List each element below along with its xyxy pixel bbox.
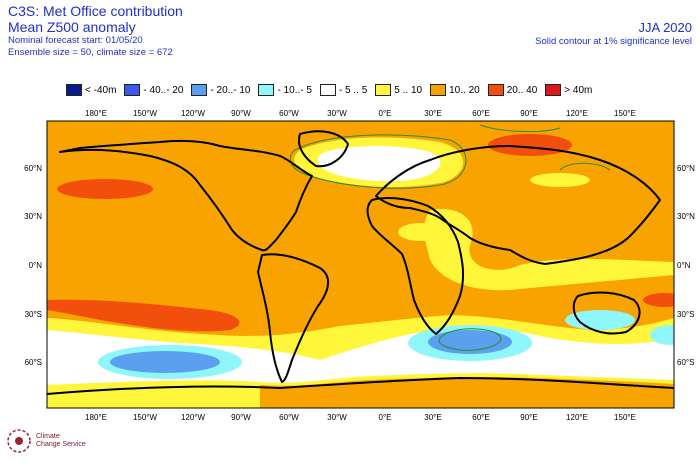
lat-label-right: 60°N — [677, 164, 695, 173]
anomaly-atlantic-white — [317, 146, 441, 182]
color-legend: < -40m - 40..- 20 - 20..- 10 - 10..- 5 -… — [66, 83, 592, 97]
legend-item-0: < -40m — [66, 84, 116, 96]
header-left: C3S: Met Office contribution Mean Z500 a… — [8, 3, 183, 59]
lon-label-top: 120°E — [566, 109, 588, 118]
anomaly-north-pacific-red — [57, 179, 153, 199]
legend-item-5: 5 .. 10 — [375, 84, 422, 96]
anomaly-tropical-yellow — [424, 209, 674, 291]
map-field — [47, 121, 674, 408]
lon-label-top: 30°E — [424, 109, 441, 118]
lon-label-bottom: 120°E — [566, 413, 588, 422]
legend-item-8: > 40m — [545, 84, 592, 96]
significance-contours — [289, 124, 611, 351]
lon-label-top: 90°W — [231, 109, 251, 118]
lon-label-top: 60°E — [472, 109, 489, 118]
legend-item-2: - 20..- 10 — [191, 84, 250, 96]
legend-item-4: - 5 .. 5 — [319, 84, 368, 96]
season-label: JJA 2020 — [638, 20, 693, 35]
legend-label: < -40m — [85, 84, 117, 96]
logo-line2: Change Service — [36, 441, 86, 448]
title-provider: C3S: Met Office contribution — [8, 3, 183, 19]
anomaly-pacific-blue — [110, 351, 220, 373]
anomaly-siberia-red — [488, 134, 572, 156]
lat-label-left: 60°S — [25, 358, 42, 367]
legend-swatch — [66, 84, 82, 96]
lon-label-bottom: 30°E — [424, 413, 441, 422]
lon-label-bottom: 90°E — [520, 413, 537, 422]
c3s-logo-icon — [7, 429, 31, 453]
significance-note: Solid contour at 1% significance level — [535, 36, 692, 47]
lon-label-top: 120°W — [181, 109, 206, 118]
legend-swatch — [487, 84, 504, 96]
legend-label: 5 .. 10 — [394, 84, 423, 96]
legend-swatch — [319, 84, 336, 96]
lon-label-top: 90°E — [520, 109, 537, 118]
forecast-start: Nominal forecast start: 01/05/20 — [8, 35, 143, 46]
logo-line1: Climate — [36, 433, 60, 440]
lon-label-top: 150°E — [614, 109, 636, 118]
lat-label-right: 0°N — [677, 261, 691, 270]
anomaly-africa-yellow — [398, 223, 442, 241]
c3s-logo: Climate Change Service — [6, 428, 86, 454]
ensemble-size: Ensemble size = 50, climate size = 672 — [8, 47, 173, 58]
lon-label-top: 150°W — [133, 109, 158, 118]
map-frame — [46, 120, 675, 409]
lon-label-bottom: 120°W — [181, 413, 206, 422]
lon-label-bottom: 60°W — [279, 413, 299, 422]
legend-label: - 40..- 20 — [143, 84, 184, 96]
legend-item-3: - 10..- 5 — [258, 84, 312, 96]
anomaly-map: 180°E 150°W 120°W 90°W 60°W 30°W 0°E 30°… — [24, 109, 695, 422]
lon-label-top: 30°W — [327, 109, 347, 118]
legend-label: 10.. 20 — [449, 84, 480, 96]
legend-swatch — [191, 84, 208, 96]
lat-label-left: 0°N — [29, 261, 43, 270]
lon-label-bottom: 150°E — [614, 413, 636, 422]
anomaly-south-orange-lower — [260, 377, 674, 408]
title-variable: Mean Z500 anomaly — [8, 19, 136, 35]
legend-label: 20.. 40 — [506, 84, 538, 96]
legend-label: - 20..- 10 — [210, 84, 251, 96]
lon-label-top: 60°W — [279, 109, 299, 118]
lat-label-left: 30°S — [25, 310, 42, 319]
legend-label: - 5 .. 5 — [338, 84, 368, 96]
legend-swatch — [258, 84, 275, 96]
lat-label-left: 30°N — [24, 212, 42, 221]
lat-label-right: 30°S — [677, 310, 694, 319]
lon-label-bottom: 90°W — [231, 413, 251, 422]
anomaly-east-red — [643, 293, 674, 307]
lon-label-bottom: 30°W — [327, 413, 347, 422]
lon-label-bottom: 150°W — [133, 413, 158, 422]
anomaly-siberia-yellow — [530, 173, 590, 187]
legend-item-7: 20.. 40 — [487, 84, 538, 96]
lon-label-bottom: 0°E — [379, 413, 392, 422]
anomaly-east-cyan — [650, 325, 674, 345]
anomaly-south-pacific-red — [47, 299, 240, 332]
lat-label-left: 60°N — [24, 164, 42, 173]
legend-swatch — [375, 84, 392, 96]
lon-label-top: 180°E — [85, 109, 107, 118]
legend-item-6: 10.. 20 — [430, 84, 480, 96]
header-right: JJA 2020 Solid contour at 1% significanc… — [535, 20, 692, 48]
legend-label: > 40m — [564, 84, 593, 96]
legend-swatch — [430, 84, 447, 96]
legend-swatch — [124, 84, 141, 96]
legend-swatch — [545, 84, 562, 96]
coastlines — [47, 130, 674, 395]
lon-label-bottom: 60°E — [472, 413, 489, 422]
lat-label-right: 60°S — [677, 358, 694, 367]
c3s-logo-text: Climate Change Service — [36, 433, 86, 449]
legend-label: - 10..- 5 — [277, 84, 312, 96]
lon-label-bottom: 180°E — [85, 413, 107, 422]
legend-item-1: - 40..- 20 — [124, 84, 183, 96]
lat-label-right: 30°N — [677, 212, 695, 221]
lon-label-top: 0°E — [379, 109, 392, 118]
